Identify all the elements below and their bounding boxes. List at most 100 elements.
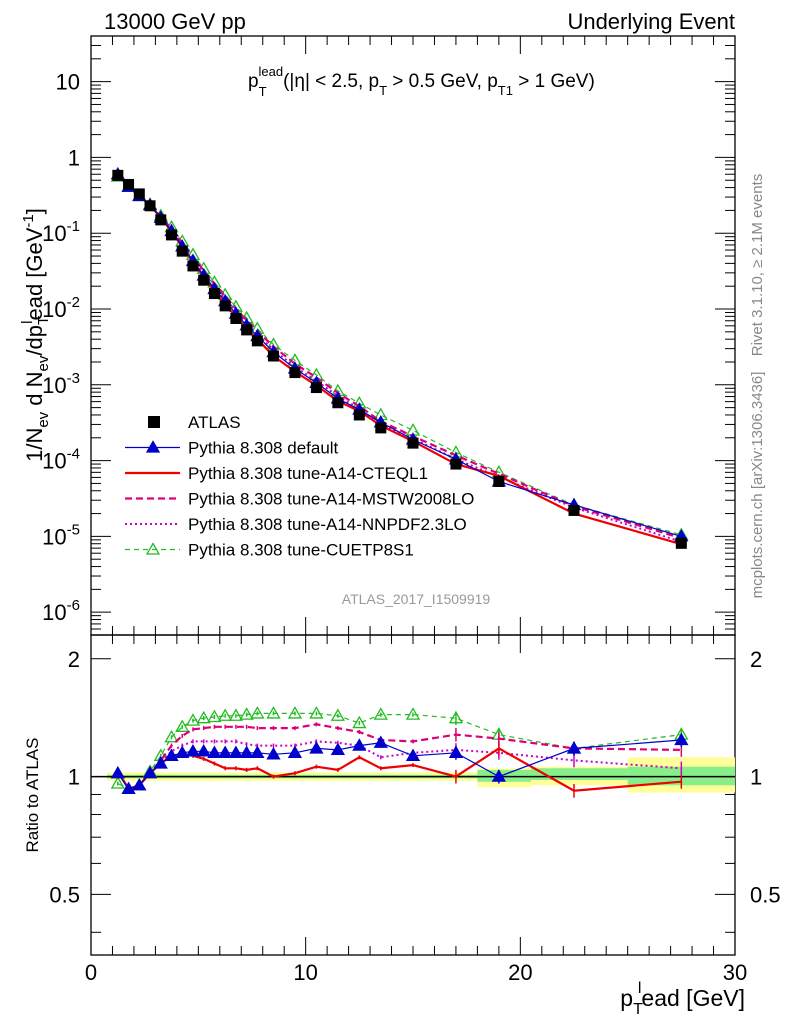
- atlas-data-point: [332, 397, 344, 409]
- ratio-series-marker: [164, 729, 179, 743]
- ratio-series-marker: [228, 745, 244, 758]
- ratio-series-marker: [330, 742, 345, 756]
- ylabel-c-sub: T: [35, 316, 52, 325]
- main-series-line: [117, 173, 682, 543]
- ratio-series-marker: [218, 708, 233, 721]
- xlabel-a-sup: l: [638, 980, 642, 997]
- x-tick-label: 20: [508, 960, 532, 985]
- ratio-series-marker: [142, 765, 158, 779]
- atlas-data-point: [208, 288, 220, 300]
- atlas-data-point: [407, 437, 419, 449]
- xlabel-b: ead [GeV]: [641, 985, 745, 1011]
- ratio-series-marker: [121, 781, 136, 795]
- ratio-series-marker: [175, 719, 190, 732]
- ratio-series-marker: [239, 707, 254, 720]
- ratio-series-marker: [110, 776, 125, 789]
- ylabel-c: /dp: [22, 325, 47, 356]
- ratio-panel-frame: [90, 634, 736, 956]
- legend-label: ATLAS: [188, 413, 241, 432]
- main-y-tick-label: 10-5: [42, 521, 80, 549]
- ylabel-e: ]: [22, 208, 47, 214]
- legend-label: Pythia 8.308 default: [188, 439, 339, 458]
- main-y-tick-label: 10-3: [42, 370, 80, 398]
- ylabel-b: d N: [22, 371, 47, 411]
- atlas-data-point: [187, 260, 199, 272]
- ratio-y-tick-label-right: 1: [750, 765, 762, 790]
- ratio-series-marker: [185, 713, 201, 726]
- ylabel-a-sub: ev: [35, 411, 52, 427]
- ratio-series-marker: [373, 735, 388, 748]
- atlas-data-point: [166, 229, 177, 241]
- main-plot-area: [110, 166, 689, 549]
- ratio-series-marker: [566, 741, 582, 754]
- xlabel-a: p: [620, 985, 633, 1011]
- atlas-data-point: [176, 245, 188, 257]
- ratio-series-marker: [110, 765, 125, 779]
- cut-label-sup: lead: [259, 64, 284, 79]
- ratio-series-marker: [239, 745, 254, 758]
- main-y-tick-label: 10-2: [42, 294, 80, 322]
- cut-label-sub3: T1: [498, 83, 513, 98]
- ratio-plot-area: [91, 706, 735, 798]
- x-axis-label: pTlead [GeV]: [620, 980, 745, 1018]
- ratio-series-marker: [228, 708, 244, 721]
- atlas-data-point: [568, 504, 580, 516]
- atlas-data-point: [144, 200, 156, 212]
- main-axis-ticks: 10-6 10-5 10-4 10-3 10-2 10-1 1 10: [42, 35, 736, 636]
- x-tick-label: 10: [293, 960, 317, 985]
- analysis-watermark: ATLAS_2017_I1509919: [342, 591, 491, 607]
- atlas-data-point: [267, 350, 279, 362]
- header-right: Underlying Event: [567, 9, 735, 34]
- main-y-tick-label: 10-1: [42, 218, 80, 246]
- atlas-data-point: [230, 312, 242, 324]
- ratio-series-marker: [330, 708, 345, 721]
- ratio-series-marker: [207, 745, 222, 758]
- ratio-series-marker: [405, 707, 421, 720]
- cut-label-rest2: > 0.5 GeV, p: [387, 71, 498, 92]
- atlas-data-point: [219, 300, 231, 312]
- ratio-y-tick-label: 2: [68, 647, 80, 672]
- ratio-series-marker: [287, 706, 303, 719]
- ratio-series-marker: [352, 738, 367, 751]
- atlas-data-point: [155, 214, 167, 226]
- ylabel-a: 1/N: [22, 428, 47, 462]
- atlas-data-point: [493, 475, 505, 487]
- x-tick-label: 0: [85, 960, 97, 985]
- main-y-axis-label: 1/Nev d Nev/dpTlead [GeV-1]: [19, 208, 52, 462]
- ratio-series-marker: [405, 748, 421, 761]
- rivet-label: Rivet 3.1.10, ≥ 2.1M events: [749, 174, 766, 357]
- cut-label-sub: T: [259, 84, 267, 99]
- ratio-series-marker: [153, 756, 168, 769]
- main-y-tick-label: 10: [56, 70, 80, 95]
- legend-marker: [148, 416, 160, 428]
- legend: ATLAS Pythia 8.308 default Pythia 8.308 tu…: [125, 413, 474, 560]
- legend-label: Pythia 8.308 tune-CUETP8S1: [188, 541, 414, 560]
- atlas-data-point: [310, 382, 322, 394]
- atlas-data-point: [450, 458, 462, 470]
- ratio-series-marker: [309, 741, 324, 754]
- ratio-series-marker: [196, 710, 211, 724]
- cut-label: pTlead(|η| < 2.5, pT > 0.5 GeV, pT1 > 1 …: [248, 64, 595, 99]
- ratio-series-marker: [132, 777, 147, 791]
- atlas-data-point: [675, 537, 687, 549]
- ratio-series-marker: [352, 715, 367, 729]
- cut-label-rest: (|η| < 2.5, p: [283, 71, 379, 92]
- x-tick-label: 30: [723, 960, 747, 985]
- ratio-series-marker: [373, 707, 388, 720]
- ratio-series-marker: [491, 769, 506, 782]
- ratio-series-marker: [196, 744, 211, 757]
- legend-marker: [145, 542, 161, 555]
- ratio-y-tick-label-right: 0.5: [750, 882, 781, 907]
- atlas-data-point: [112, 169, 124, 181]
- ratio-series-marker: [164, 748, 179, 761]
- ratio-y-axis-label: Ratio to ATLAS: [23, 738, 42, 853]
- ratio-series-marker: [218, 745, 233, 758]
- ylabel-d-sup: -1: [20, 214, 37, 227]
- ratio-series-marker: [287, 745, 303, 758]
- ratio-series-marker: [250, 745, 265, 758]
- main-series-line: [116, 173, 682, 540]
- ratio-series-marker: [175, 745, 190, 758]
- ratio-series-marker: [448, 745, 464, 758]
